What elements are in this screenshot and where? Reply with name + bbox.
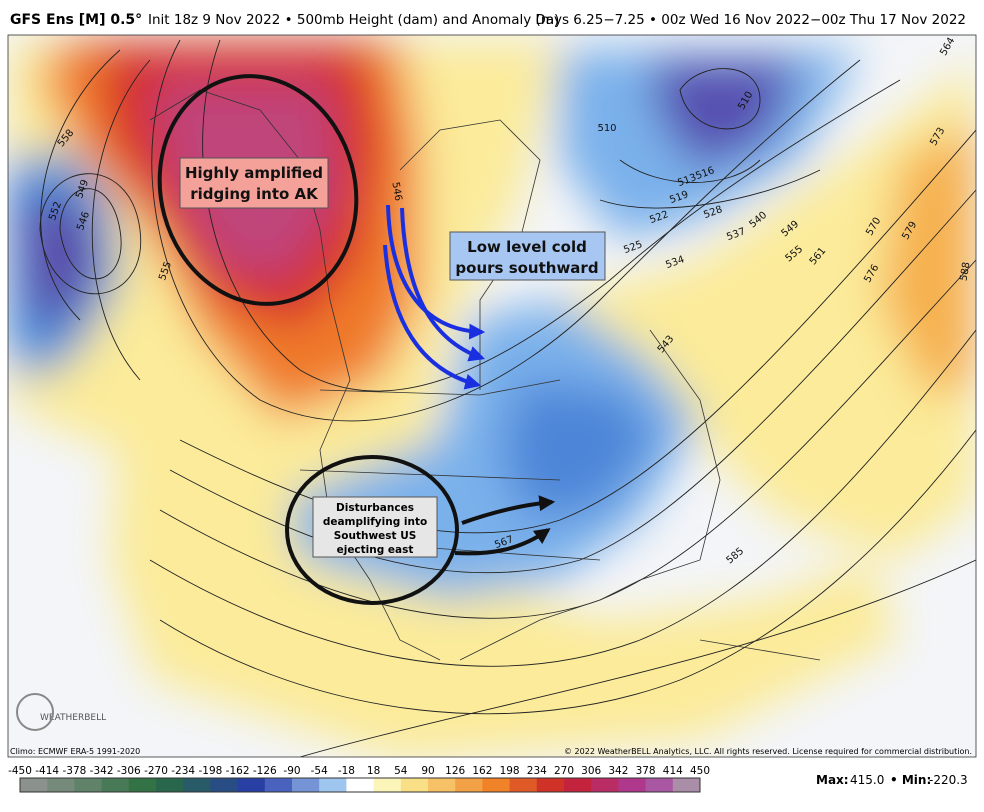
colorbar-tick-label: -234 (171, 765, 195, 777)
colorbar-swatch (210, 778, 239, 792)
contour-label: 510 (597, 123, 616, 134)
colorbar-tick-label: 198 (500, 765, 520, 777)
colorbar-tick-label: -90 (283, 765, 300, 777)
colorbar-swatch (455, 778, 483, 792)
annotation-line: ridging into AK (190, 185, 319, 203)
annotation-line: Disturbances (336, 502, 414, 514)
colorbar-tick-label: 306 (581, 765, 601, 777)
colorbar-tick-label: 90 (421, 765, 434, 777)
colorbar-tick-label: -198 (198, 765, 222, 777)
colorbar: -450 -414 -378 -342 -306 -270 -234 -198 -162 -126… (8, 765, 710, 793)
colorbar-swatch (373, 778, 402, 792)
colorbar-tick-label: 414 (663, 765, 683, 777)
colorbar-swatch (20, 778, 48, 792)
colorbar-swatch (183, 778, 211, 792)
colorbar-swatch (128, 778, 157, 792)
colorbar-swatch (74, 778, 103, 792)
annotation-line: Low level cold (467, 238, 587, 256)
colorbar-tick-label: -162 (226, 765, 250, 777)
colorbar-tick-label: 162 (472, 765, 492, 777)
colorbar-tick-label: -414 (35, 765, 59, 777)
annotation-box: Highly amplified ridging into AK Low lev… (179, 157, 606, 558)
subtitle: Init 18z 9 Nov 2022 • 500mb Height (dam)… (148, 12, 559, 28)
colorbar-swatch (564, 778, 592, 792)
colorbar-swatch (591, 778, 619, 792)
logo: WEATHERBELL (40, 713, 106, 723)
colorbar-swatch (645, 778, 674, 792)
min-value: -220.3 (929, 773, 968, 787)
colorbar-tick-label: 378 (636, 765, 656, 777)
colorbar-swatch (346, 778, 375, 792)
colorbar-tick-label: -270 (144, 765, 168, 777)
min-label: • Min: (890, 773, 931, 787)
colorbar-swatch (319, 778, 347, 792)
colorbar-swatch (428, 778, 456, 792)
colorbar-swatch (264, 778, 293, 792)
map: Highly amplified ridging into AK Low lev… (8, 35, 976, 757)
colorbar-tick-label: -378 (62, 765, 86, 777)
annotation-line: ejecting east (337, 544, 414, 556)
colorbar-tick-label: 54 (394, 765, 408, 777)
colorbar-swatch (400, 778, 429, 792)
colorbar-tick-label: -450 (8, 765, 32, 777)
colorbar-tick-label: -54 (311, 765, 328, 777)
colorbar-swatch (509, 778, 538, 792)
valid-time: Days 6.25−7.25 • 00z Wed 16 Nov 2022−00z… (535, 12, 966, 28)
colorbar-tick-label: 270 (554, 765, 574, 777)
colorbar-tick-label: -306 (117, 765, 141, 777)
colorbar-swatch (672, 778, 701, 792)
copyright: © 2022 WeatherBELL Analytics, LLC. All r… (564, 747, 972, 756)
colorbar-tick-label: -18 (338, 765, 355, 777)
contour-label: 588 (958, 261, 972, 282)
annotation-line: deamplifying into (323, 516, 427, 528)
colorbar-frame (19, 777, 701, 793)
annotation-line: pours southward (455, 259, 598, 277)
colorbar-tick-label: 18 (367, 765, 380, 777)
colorbar-swatch (536, 778, 565, 792)
max-value: 415.0 (850, 773, 884, 787)
max-label: Max: (816, 773, 849, 787)
colorbar-swatch (101, 778, 130, 792)
title: GFS Ens [M] 0.5° (10, 12, 142, 28)
colorbar-tick-label: 234 (527, 765, 547, 777)
annotation-line: Southwest US (334, 530, 417, 542)
annotation-line: Highly amplified (185, 164, 323, 182)
climo: Climo: ECMWF ERA-5 1991-2020 (10, 747, 140, 756)
colorbar-tick-label: 450 (690, 765, 710, 777)
colorbar-tick-label: 342 (608, 765, 628, 777)
colorbar-swatch (618, 778, 647, 792)
colorbar-swatch (292, 778, 320, 792)
contour-label: 546 (389, 181, 403, 202)
colorbar-tick-label: 126 (445, 765, 465, 777)
colorbar-swatch (237, 778, 266, 792)
colorbar-swatch (156, 778, 184, 792)
colorbar-swatch (47, 778, 75, 792)
colorbar-swatch (482, 778, 511, 792)
colorbar-tick-label: -342 (90, 765, 114, 777)
colorbar-tick-label: -126 (253, 765, 277, 777)
